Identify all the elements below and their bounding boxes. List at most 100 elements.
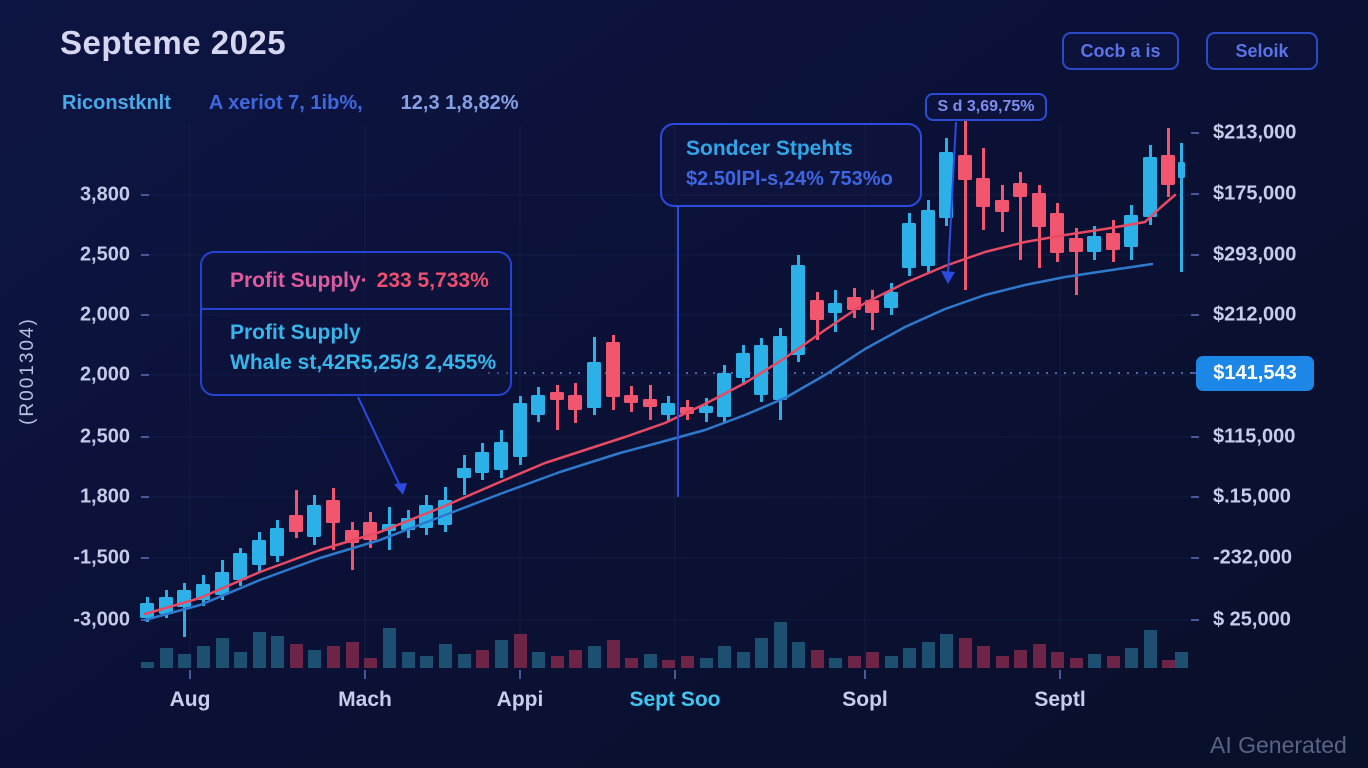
candle-body	[494, 442, 508, 470]
volume-bar	[494, 640, 508, 668]
whale-stats-title: Profit Supply	[230, 321, 361, 344]
volume-bar	[902, 648, 916, 668]
candle-body	[624, 395, 638, 403]
y-axis-label-right: $ 25,000	[1213, 608, 1291, 631]
candle-body	[717, 373, 731, 417]
x-axis-label: Septl	[1034, 688, 1086, 711]
y-axis-label-right: $293,000	[1213, 243, 1297, 266]
candle-body	[1177, 162, 1185, 178]
candle-body	[791, 265, 805, 355]
candle-wick	[963, 120, 967, 290]
volume-bar	[717, 646, 731, 668]
volume-bar	[345, 642, 359, 668]
volume-bar	[289, 644, 303, 668]
profit-supply-row: Profit Supply· 233 5,733%	[202, 253, 510, 310]
y-axis-label-left: 2,000	[79, 303, 130, 326]
stat-values: 12,3 1,8,82%	[400, 92, 519, 114]
volume-bar	[810, 650, 824, 668]
candle-body	[345, 530, 359, 543]
volume-bar	[196, 646, 210, 668]
candle-body	[939, 152, 953, 218]
volume-bar	[773, 622, 787, 668]
volume-bar	[270, 636, 284, 668]
stock-select-button[interactable]: Seloik	[1206, 32, 1318, 70]
candle-body	[307, 505, 321, 537]
current-price-badge: $141,543	[1196, 356, 1314, 391]
candle-body	[680, 407, 694, 414]
candle-body	[1143, 157, 1157, 217]
y-axis-label-left: 2,500	[79, 243, 130, 266]
profit-supply-label: Profit Supply·	[230, 268, 368, 292]
volume-bar	[1174, 652, 1188, 668]
volume-bar	[457, 654, 471, 668]
volume-bar	[419, 656, 433, 668]
volume-bar	[1143, 630, 1157, 668]
candle-body	[401, 518, 415, 530]
candle-body	[363, 522, 377, 540]
volume-bar	[159, 648, 173, 668]
volume-bar	[1013, 650, 1027, 668]
y-axis-label-left: -3,000	[73, 608, 130, 631]
candle-body	[847, 297, 861, 310]
y-axis-label-right: $.15,000	[1213, 485, 1291, 508]
candle-body	[884, 292, 898, 308]
candle-body	[196, 584, 210, 600]
volume-bar	[754, 638, 768, 668]
candle-body	[215, 572, 229, 595]
profit-supply-value: 233 5,733%	[376, 268, 489, 292]
x-axis-label: Aug	[169, 688, 211, 711]
volume-bar	[865, 652, 879, 668]
volume-bar	[382, 628, 396, 668]
y-axis-label-left: 2,000	[79, 363, 130, 386]
candle-body	[995, 200, 1009, 212]
candle-body	[419, 505, 433, 528]
candle-body	[699, 406, 713, 413]
candle-body	[1032, 193, 1046, 227]
x-axis-label: Mach	[338, 688, 392, 711]
candle-body	[810, 300, 824, 320]
y-axis-label-left: -1,500	[73, 546, 130, 569]
y-axis-label-right: $115,000	[1213, 425, 1296, 448]
candle-body	[382, 524, 396, 531]
volume-bar	[643, 654, 657, 668]
volume-bar	[828, 658, 842, 668]
y-axis-label-left: 3,800	[79, 183, 130, 206]
volume-bar	[252, 632, 266, 668]
candle-wick	[1179, 143, 1183, 272]
volume-bar	[1106, 656, 1120, 668]
candle-body	[754, 345, 768, 395]
volume-bar	[1124, 648, 1138, 668]
candle-body	[531, 395, 545, 415]
candle-body	[513, 403, 527, 457]
volume-bar	[921, 642, 935, 668]
volume-bar	[1087, 654, 1101, 668]
candle-body	[921, 210, 935, 266]
volume-bar	[661, 660, 675, 668]
volume-bar	[939, 634, 953, 668]
candle-body	[736, 353, 750, 378]
candle-body	[1087, 236, 1101, 252]
left-axis-title: (R001304)	[17, 317, 38, 425]
candle-body	[1069, 238, 1083, 252]
volume-bar	[568, 650, 582, 668]
whale-stats: Profit Supply Whale st,42R5,25/3 2,455%	[202, 310, 510, 378]
candle-body	[140, 603, 154, 618]
header-stats: Riconstknlt A xeriot 7, 1ib%, 12,3 1,8,8…	[62, 92, 519, 115]
candle-body	[326, 500, 340, 523]
candle-body	[1106, 233, 1120, 250]
peak-annotation-badge: S d 3,69,75%	[925, 93, 1047, 121]
candle-body	[1050, 213, 1064, 253]
ai-generated-watermark: AI Generated	[1210, 732, 1347, 758]
volume-bar	[475, 650, 489, 668]
check-analysis-button[interactable]: Cocb a is	[1062, 32, 1179, 70]
candle-body	[550, 392, 564, 400]
volume-bar	[550, 656, 564, 668]
candle-body	[568, 395, 582, 410]
y-axis-label-right: $213,000	[1213, 121, 1297, 144]
candle-body	[773, 336, 787, 400]
volume-bar	[624, 658, 638, 668]
candle-body	[1161, 155, 1175, 185]
x-axis-label: Appi	[496, 688, 544, 711]
volume-bar	[363, 658, 377, 668]
